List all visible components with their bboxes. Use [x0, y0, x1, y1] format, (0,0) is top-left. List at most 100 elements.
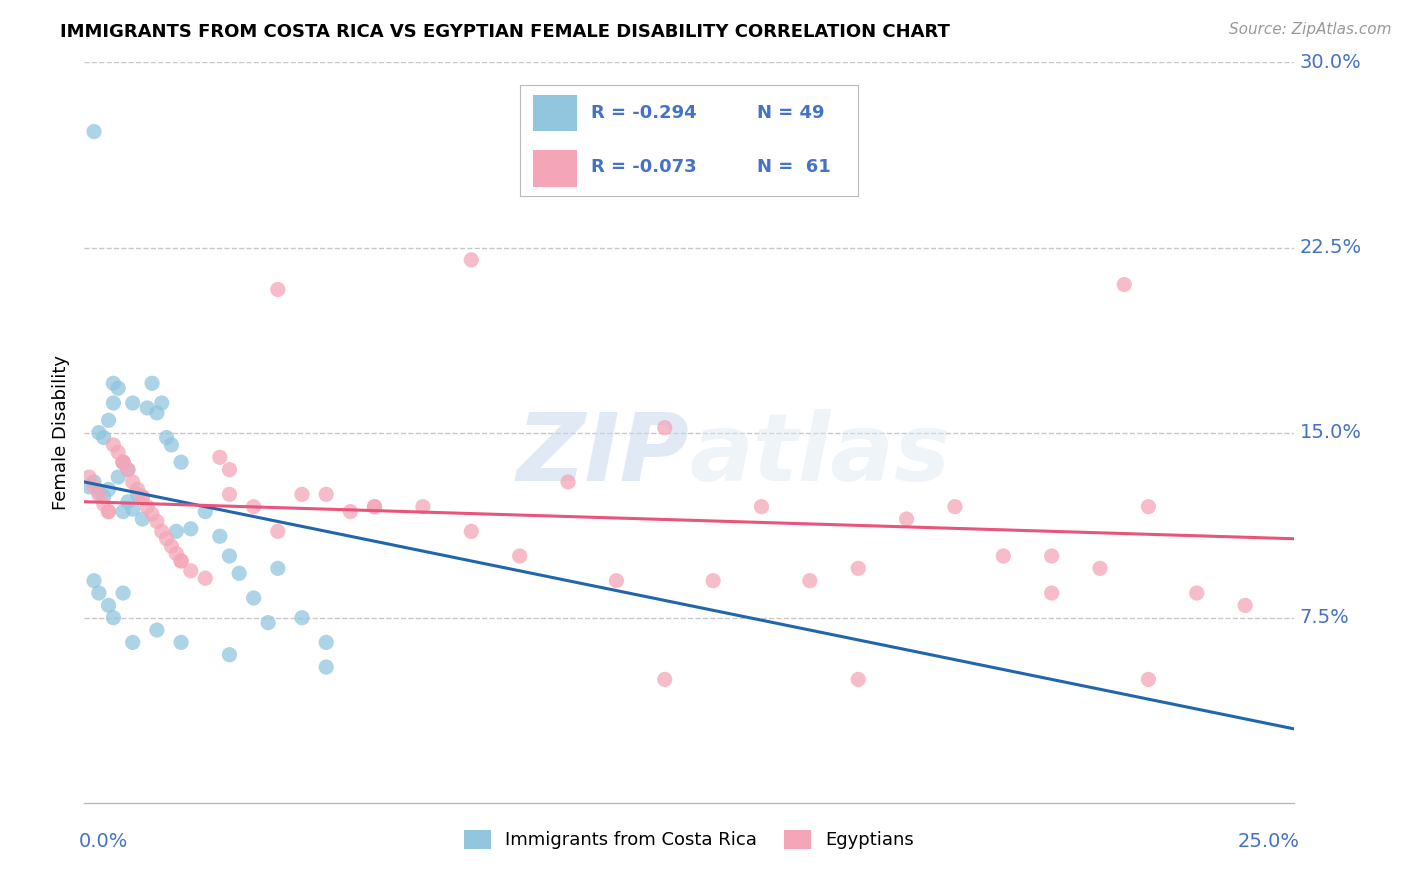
Point [107, 381, 129, 395]
Point [1185, 586, 1208, 600]
Point [121, 502, 143, 516]
Point [103, 610, 125, 624]
Text: 22.5%: 22.5% [1299, 238, 1361, 257]
Point [1137, 500, 1160, 514]
Point [339, 505, 361, 519]
Point [93, 431, 115, 445]
Point [242, 500, 264, 514]
Point [112, 455, 135, 469]
Point [97, 483, 120, 497]
Point [155, 431, 177, 445]
Text: IMMIGRANTS FROM COSTA RICA VS EGYPTIAN FEMALE DISABILITY CORRELATION CHART: IMMIGRANTS FROM COSTA RICA VS EGYPTIAN F… [60, 23, 950, 41]
Point [315, 487, 337, 501]
Point [83, 480, 105, 494]
Point [150, 396, 173, 410]
Point [218, 549, 240, 563]
Point [267, 561, 290, 575]
Point [136, 401, 159, 415]
Point [180, 522, 202, 536]
Point [1040, 586, 1063, 600]
Point [1114, 277, 1136, 292]
Point [702, 574, 724, 588]
Point [127, 487, 149, 501]
Point [180, 564, 202, 578]
Point [83, 124, 105, 138]
Text: 25.0%: 25.0% [1237, 832, 1299, 852]
Point [87, 487, 110, 501]
Point [170, 554, 193, 568]
Point [150, 524, 173, 539]
Point [146, 406, 169, 420]
Point [846, 561, 869, 575]
Point [654, 420, 676, 434]
Point [218, 462, 240, 476]
Point [97, 505, 120, 519]
Point [315, 635, 337, 649]
Point [107, 470, 129, 484]
Point [131, 490, 153, 504]
Point [103, 396, 125, 410]
Point [83, 475, 105, 489]
Point [208, 450, 231, 465]
Point [557, 475, 579, 489]
Point [1137, 673, 1160, 687]
Point [83, 574, 105, 588]
Point [97, 505, 120, 519]
Point [228, 566, 250, 581]
Point [194, 571, 217, 585]
Point [218, 648, 240, 662]
Point [751, 500, 773, 514]
Point [103, 438, 125, 452]
Point [242, 591, 264, 605]
Point [799, 574, 821, 588]
Point [87, 484, 110, 499]
Point [267, 524, 290, 539]
Point [208, 529, 231, 543]
Point [846, 673, 869, 687]
Point [87, 425, 110, 440]
Point [131, 512, 153, 526]
Point [460, 252, 482, 267]
Point [267, 283, 290, 297]
Point [170, 635, 193, 649]
Point [103, 376, 125, 391]
Point [170, 554, 193, 568]
Point [170, 455, 193, 469]
Point [165, 524, 187, 539]
Point [1088, 561, 1111, 575]
Text: 30.0%: 30.0% [1299, 53, 1361, 72]
Point [93, 497, 115, 511]
Point [146, 623, 169, 637]
Point [291, 610, 314, 624]
Text: 7.5%: 7.5% [1299, 608, 1350, 627]
Point [141, 376, 163, 391]
Point [146, 515, 169, 529]
Point [107, 445, 129, 459]
Point [194, 505, 217, 519]
Point [605, 574, 627, 588]
Point [291, 487, 314, 501]
Point [117, 462, 139, 476]
Point [77, 480, 100, 494]
Legend: Immigrants from Costa Rica, Egyptians: Immigrants from Costa Rica, Egyptians [457, 823, 921, 856]
Point [160, 438, 183, 452]
Point [77, 470, 100, 484]
Point [1234, 599, 1257, 613]
Point [97, 599, 120, 613]
Y-axis label: Female Disability: Female Disability [52, 355, 70, 510]
Point [257, 615, 280, 630]
Point [896, 512, 918, 526]
Point [165, 547, 187, 561]
Text: ZIP: ZIP [516, 409, 689, 500]
Point [117, 462, 139, 476]
Point [121, 635, 143, 649]
Point [112, 455, 135, 469]
Point [121, 396, 143, 410]
Point [112, 505, 135, 519]
Point [943, 500, 966, 514]
Point [315, 660, 337, 674]
Point [509, 549, 531, 563]
Point [363, 500, 385, 514]
Point [141, 507, 163, 521]
Point [218, 487, 240, 501]
